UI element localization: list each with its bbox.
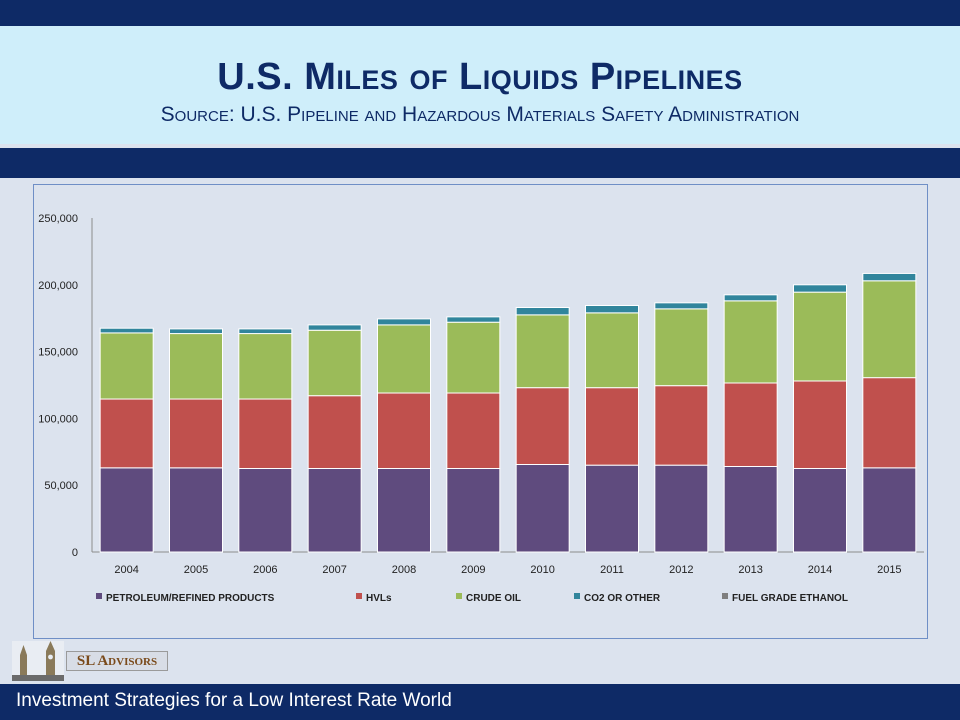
bar-segment xyxy=(238,398,293,469)
bar-segment xyxy=(446,321,501,394)
legend-label: CO2 OR OTHER xyxy=(584,593,661,604)
x-tick-label: 2009 xyxy=(461,564,485,576)
bar-segment xyxy=(307,324,362,331)
y-tick-label: 100,000 xyxy=(38,413,78,425)
x-tick-label: 2012 xyxy=(669,564,693,576)
bar-segment xyxy=(377,324,431,394)
x-tick-label: 2015 xyxy=(877,564,901,576)
y-tick-label: 0 xyxy=(72,547,78,559)
bar-segment xyxy=(446,468,501,553)
y-tick-label: 50,000 xyxy=(44,480,78,492)
chart-frame: 0 50,000 100,000 150,000 200,000 250,000 2004 2… xyxy=(33,184,928,639)
bar-segment xyxy=(862,377,917,469)
bar-segment xyxy=(238,468,293,553)
footer-tagline: Investment Strategies for a Low Interest… xyxy=(16,690,452,711)
legend-swatch xyxy=(356,593,362,599)
legend-label: PETROLEUM/REFINED PRODUCTS xyxy=(106,593,275,604)
bar-segment xyxy=(99,467,154,553)
x-tick-label: 2005 xyxy=(184,564,208,576)
bar-segment xyxy=(723,300,778,384)
legend-label: FUEL GRADE ETHANOL xyxy=(732,593,848,604)
bar-segment xyxy=(377,392,431,470)
y-tick-label: 200,000 xyxy=(38,280,78,292)
bar-segment xyxy=(377,318,431,326)
legend-swatch xyxy=(574,593,580,599)
x-tick-label: 2004 xyxy=(114,564,138,576)
big-ben-icon xyxy=(12,641,64,681)
company-logo: SL Advisors xyxy=(12,641,170,681)
bar-segment xyxy=(585,387,639,466)
bar-segment xyxy=(723,382,778,467)
bar-segment xyxy=(169,328,223,335)
x-tick-label: 2013 xyxy=(738,564,762,576)
footer-bar: Investment Strategies for a Low Interest… xyxy=(0,684,960,720)
top-bar xyxy=(0,0,960,26)
bar-segment xyxy=(515,307,570,316)
page-subtitle: Source: U.S. Pipeline and Hazardous Mate… xyxy=(160,103,800,126)
bar-segment xyxy=(99,398,154,469)
stacked-bar-chart: 0 50,000 100,000 150,000 200,000 250,000 2004 2… xyxy=(38,213,924,604)
bar-segment xyxy=(793,468,847,553)
bar-segment xyxy=(515,463,570,553)
legend-swatch xyxy=(456,593,462,599)
bar-segment xyxy=(307,468,362,553)
bar-segment xyxy=(238,328,293,335)
x-tick-label: 2011 xyxy=(600,564,624,576)
legend-label: HVLs xyxy=(366,593,392,604)
bar-segment xyxy=(793,284,847,293)
bar-segment xyxy=(99,327,154,334)
bar-segment xyxy=(654,308,709,387)
x-tick-label: 2008 xyxy=(392,564,416,576)
bar-segment xyxy=(307,395,362,469)
legend-swatch xyxy=(96,593,102,599)
bar-segment xyxy=(169,398,223,469)
bar-segment xyxy=(862,272,917,282)
y-tick-label: 250,000 xyxy=(38,213,78,225)
bar-segment xyxy=(723,465,778,553)
bar-segment xyxy=(446,316,501,323)
bar-segment xyxy=(585,464,639,553)
bar-segment xyxy=(585,312,639,389)
bar-segment xyxy=(515,314,570,389)
bar-segment xyxy=(793,380,847,470)
x-tick-label: 2006 xyxy=(253,564,277,576)
bar-segment xyxy=(585,305,639,314)
legend-label: CRUDE OIL xyxy=(466,593,521,604)
y-tick-label: 150,000 xyxy=(38,347,78,359)
bar-segment xyxy=(169,333,223,400)
page-title: U.S. Miles of Liquids Pipelines xyxy=(217,56,743,98)
separator-bar xyxy=(0,148,960,178)
logo-text: SL Advisors xyxy=(66,651,168,671)
bar-segment xyxy=(793,291,847,382)
bar-segment xyxy=(169,467,223,553)
bar-segment xyxy=(723,294,778,302)
bar-segment xyxy=(654,385,709,466)
x-tick-label: 2014 xyxy=(808,564,832,576)
x-tick-label: 2010 xyxy=(530,564,554,576)
bar-segment xyxy=(654,302,709,310)
bar-segment xyxy=(654,464,709,553)
bar-segment xyxy=(862,280,917,379)
bar-segment xyxy=(862,467,917,553)
bar-segment xyxy=(238,333,293,400)
bar-segment xyxy=(515,387,570,465)
x-tick-label: 2007 xyxy=(322,564,346,576)
bar-segment xyxy=(307,329,362,397)
bar-segment xyxy=(99,332,154,400)
title-band: U.S. Miles of Liquids Pipelines Source: … xyxy=(0,26,960,144)
legend-swatch xyxy=(722,593,728,599)
bar-segment xyxy=(446,392,501,470)
bar-segment xyxy=(377,468,431,553)
